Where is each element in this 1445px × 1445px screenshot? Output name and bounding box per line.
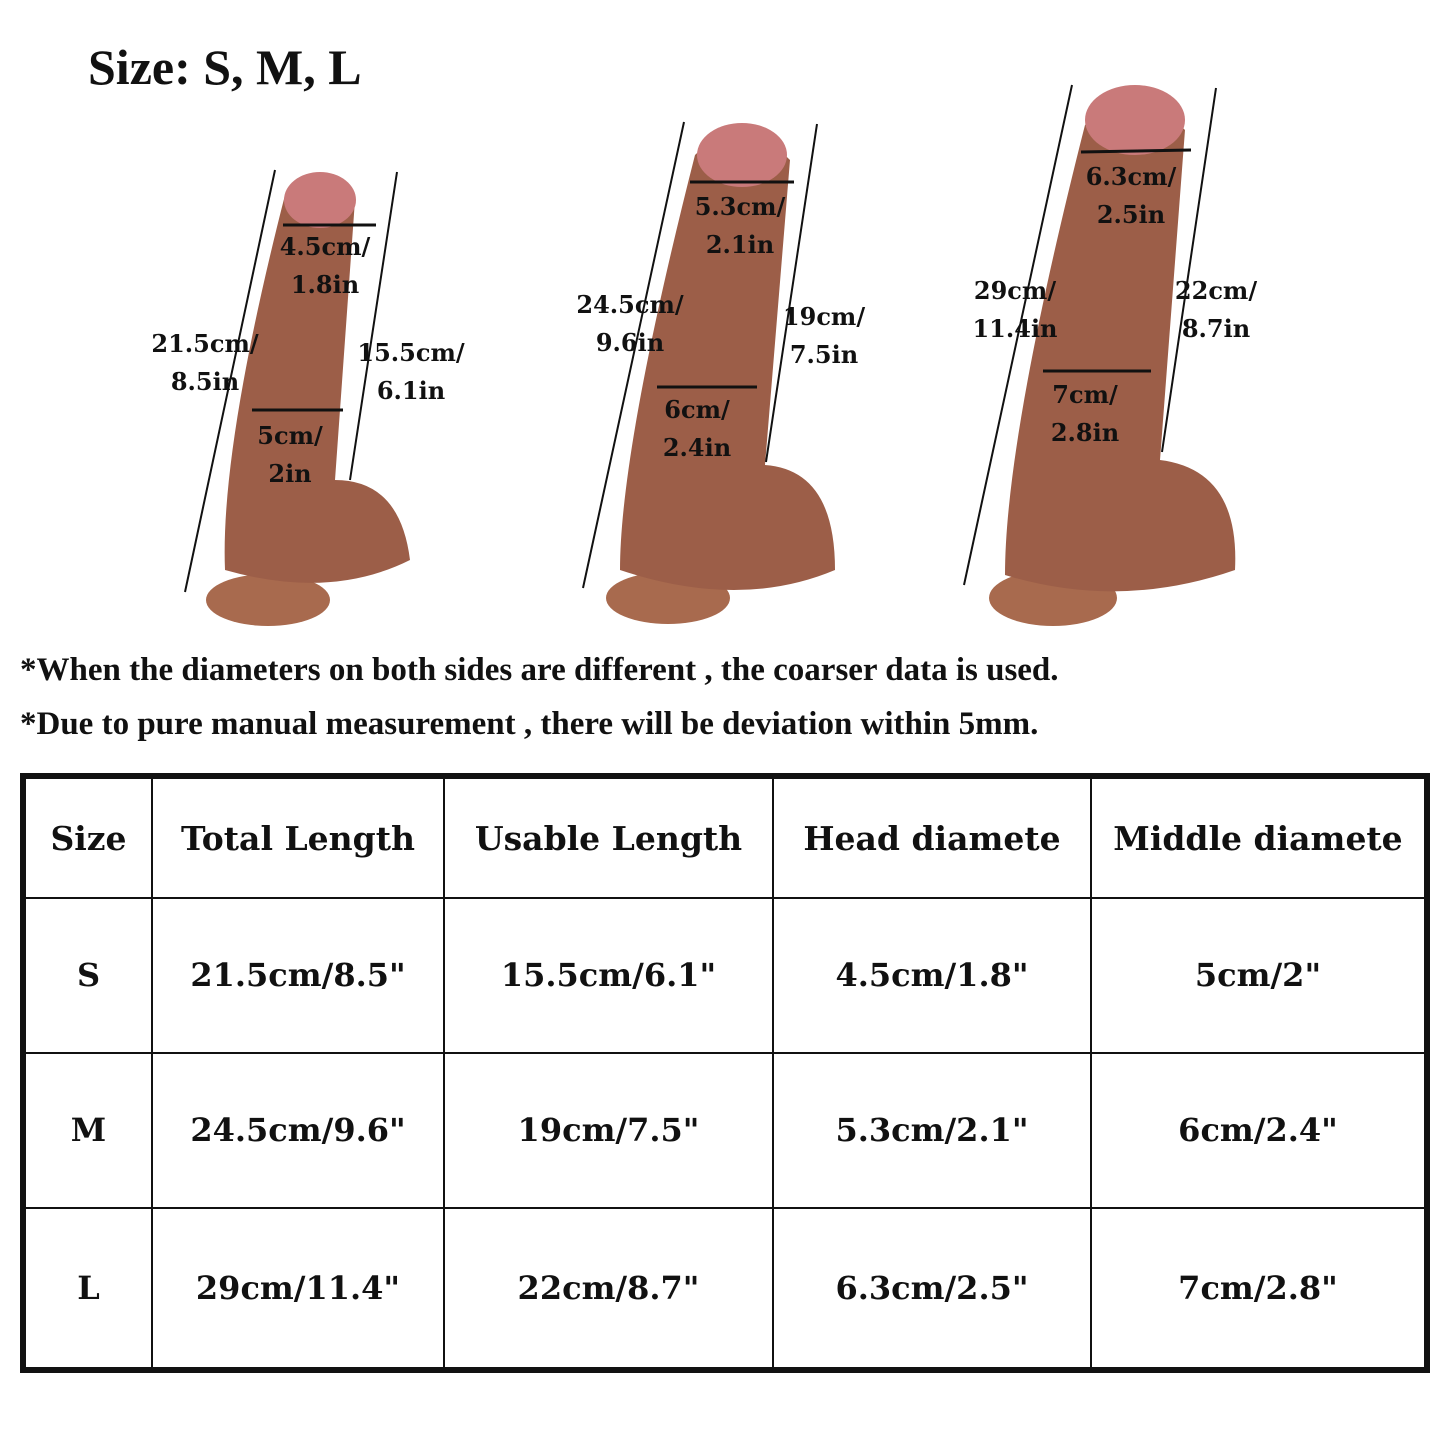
cell-middle-diameter: 7cm/2.8" [1090, 1206, 1428, 1371]
table-row: L 29cm/11.4" 22cm/8.7" 6.3cm/2.5" 7cm/2.… [22, 1206, 1428, 1371]
total-length-label-l: 29cm/11.4in [972, 276, 1058, 343]
header-head-diameter: Head diamete [772, 775, 1092, 899]
note-deviation: *Due to pure manual measurement , there … [20, 706, 1039, 742]
usable-length-label-m: 19cm/7.5in [782, 302, 866, 369]
cell-usable-length: 19cm/7.5" [443, 1051, 774, 1209]
middle-diameter-label-l: 7cm/2.8in [1050, 380, 1120, 447]
cell-size: S [22, 897, 153, 1054]
cell-head-diameter: 4.5cm/1.8" [772, 897, 1092, 1054]
cell-size: M [22, 1051, 153, 1209]
cell-middle-diameter: 6cm/2.4" [1090, 1051, 1428, 1209]
header-middle-diameter: Middle diamete [1090, 775, 1428, 899]
cell-middle-diameter: 5cm/2" [1090, 897, 1428, 1054]
header-size: Size [22, 775, 153, 899]
cell-head-diameter: 5.3cm/2.1" [772, 1051, 1092, 1209]
table-header-row: Size Total Length Usable Length Head dia… [22, 775, 1428, 899]
header-usable-length: Usable Length [443, 775, 774, 899]
page-title: Size: S, M, L [88, 39, 362, 95]
cell-head-diameter: 6.3cm/2.5" [772, 1206, 1092, 1371]
table-row: M 24.5cm/9.6" 19cm/7.5" 5.3cm/2.1" 6cm/2… [22, 1051, 1428, 1209]
product-image-l [963, 84, 1236, 626]
head-diameter-label-s: 4.5cm/1.8in [279, 232, 371, 299]
middle-diameter-label-s: 5cm/2in [257, 421, 323, 488]
header-total-length: Total Length [151, 775, 445, 899]
table-row: S 21.5cm/8.5" 15.5cm/6.1" 4.5cm/1.8" 5cm… [22, 897, 1428, 1054]
size-table: Size Total Length Usable Length Head dia… [20, 773, 1430, 1373]
cell-usable-length: 15.5cm/6.1" [443, 897, 774, 1054]
cell-total-length: 24.5cm/9.6" [151, 1051, 445, 1209]
product-figures [184, 84, 1236, 626]
usable-length-label-s: 15.5cm/6.1in [357, 338, 465, 405]
head-diameter-label-l: 6.3cm/2.5in [1085, 162, 1177, 229]
product-image-m [582, 121, 835, 624]
total-length-label-s: 21.5cm/8.5in [151, 329, 259, 396]
head-diameter-label-m: 5.3cm/2.1in [694, 192, 786, 259]
product-image-s [184, 169, 410, 626]
cell-size: L [22, 1206, 153, 1371]
cell-total-length: 21.5cm/8.5" [151, 897, 445, 1054]
cell-usable-length: 22cm/8.7" [443, 1206, 774, 1371]
note-diameter: *When the diameters on both sides are di… [20, 652, 1059, 688]
middle-diameter-label-m: 6cm/2.4in [662, 395, 732, 462]
usable-length-label-l: 22cm/8.7in [1174, 276, 1258, 343]
cell-total-length: 29cm/11.4" [151, 1206, 445, 1371]
total-length-label-m: 24.5cm/9.6in [576, 290, 684, 357]
